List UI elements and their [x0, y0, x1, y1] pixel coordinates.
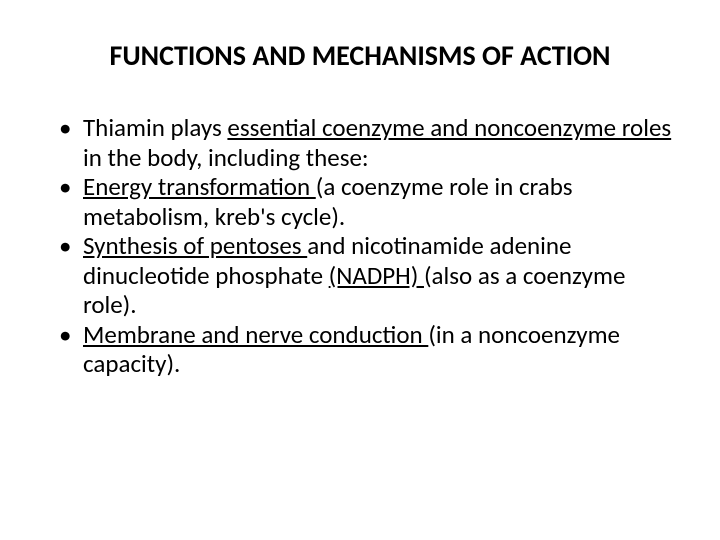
underlined-text: Membrane and nerve conduction [83, 319, 428, 350]
slide-title: FUNCTIONS AND MECHANISMS OF ACTION [45, 38, 675, 73]
list-item: Membrane and nerve conduction (in a nonc… [55, 320, 675, 379]
underlined-text: essential coenzyme and noncoenzyme roles [227, 112, 671, 143]
underlined-text: Energy transformation [83, 171, 316, 202]
list-item: Energy transformation (a coenzyme role i… [55, 172, 675, 231]
bullet-list: Thiamin plays essential coenzyme and non… [45, 113, 675, 379]
underlined-text: Synthesis of pentoses [83, 230, 307, 261]
list-item: Thiamin plays essential coenzyme and non… [55, 113, 675, 172]
body-text: Thiamin plays [83, 112, 227, 143]
list-item: Synthesis of pentoses and nicotinamide a… [55, 231, 675, 320]
body-text: in the body, including these: [83, 142, 369, 173]
slide: FUNCTIONS AND MECHANISMS OF ACTION Thiam… [0, 0, 720, 540]
underlined-text: (NADPH) [329, 260, 424, 291]
